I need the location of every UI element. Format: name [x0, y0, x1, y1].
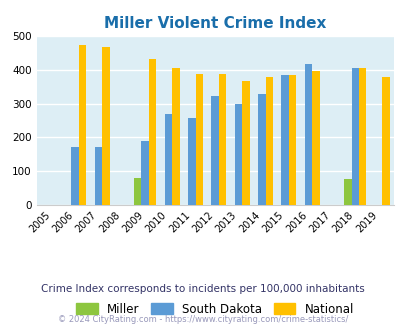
Bar [79, 45, 86, 205]
Bar [242, 81, 249, 205]
Bar [304, 64, 311, 205]
Bar [71, 147, 79, 205]
Text: © 2024 CityRating.com - https://www.cityrating.com/crime-statistics/: © 2024 CityRating.com - https://www.city… [58, 315, 347, 324]
Text: Crime Index corresponds to incidents per 100,000 inhabitants: Crime Index corresponds to incidents per… [41, 284, 364, 294]
Bar [164, 115, 172, 205]
Legend: Miller, South Dakota, National: Miller, South Dakota, National [72, 298, 358, 320]
Bar [288, 75, 296, 205]
Title: Miller Violent Crime Index: Miller Violent Crime Index [104, 16, 326, 31]
Bar [258, 94, 265, 205]
Bar [141, 141, 149, 205]
Bar [188, 118, 195, 205]
Bar [195, 74, 202, 205]
Bar [134, 178, 141, 205]
Bar [211, 96, 218, 205]
Bar [382, 77, 389, 205]
Bar [218, 74, 226, 205]
Bar [234, 104, 242, 205]
Bar [311, 71, 319, 205]
Bar [343, 179, 351, 205]
Bar [102, 48, 109, 205]
Bar [358, 68, 366, 205]
Bar [281, 75, 288, 205]
Bar [351, 68, 358, 205]
Bar [172, 68, 179, 205]
Bar [149, 59, 156, 205]
Bar [265, 77, 273, 205]
Bar [94, 147, 102, 205]
